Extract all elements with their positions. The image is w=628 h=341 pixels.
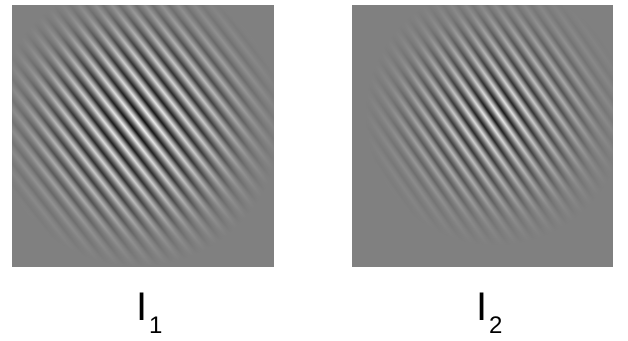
image-panel-1: [12, 5, 274, 267]
fringe-pattern: [352, 5, 613, 267]
fringe-pattern: [12, 5, 274, 267]
panel-subscript: 1: [149, 312, 162, 339]
image-panel-2: [352, 5, 613, 267]
panel-subscript: 2: [489, 312, 502, 339]
panel-label: I: [136, 285, 147, 329]
panel-label: I: [476, 285, 487, 329]
